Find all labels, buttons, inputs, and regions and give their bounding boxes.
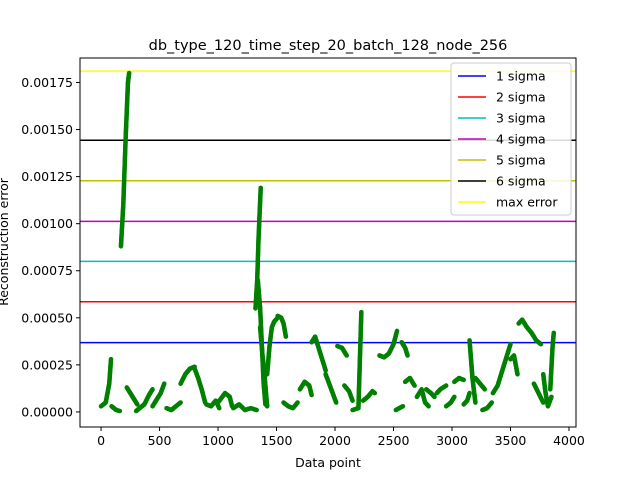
- y-tick-label-0: 0.00000: [21, 404, 73, 419]
- x-tick-label-8: 4000: [553, 433, 585, 448]
- data-point-936: [333, 400, 339, 405]
- data-point-953: [344, 353, 350, 358]
- data-point-810: [283, 334, 289, 339]
- data-point-730: [264, 403, 270, 409]
- data-point-1142: [405, 353, 410, 358]
- y-axis-label: Reconstruction error: [0, 177, 11, 306]
- y-tick-label-6: 0.00150: [21, 122, 73, 137]
- y-tick-label-5: 0.00125: [21, 169, 73, 184]
- data-point-905: [323, 368, 328, 373]
- x-tick-label-5: 2500: [378, 433, 410, 448]
- data-point-1351: [489, 400, 495, 405]
- data-point-395: [216, 405, 222, 411]
- data-point-1431: [515, 371, 520, 377]
- data-point-1585: [551, 330, 557, 336]
- x-axis: 0 500 1000 1500 2000 2500 3000 3500 4000: [97, 427, 585, 448]
- data-point-1406: [508, 341, 513, 347]
- data-point-972: [350, 398, 355, 403]
- data-point-46: [108, 356, 114, 362]
- data-point-227: [135, 402, 140, 407]
- legend: 1 sigma 2 sigma 3 sigma 4 sigma 5 sigma 6 sig…: [450, 62, 572, 216]
- data-point-1496: [540, 400, 546, 405]
- plot-frame: [79, 57, 577, 428]
- x-tick-label-7: 3500: [495, 433, 527, 448]
- data-point-309: [178, 400, 183, 405]
- data-point-1076: [372, 390, 378, 396]
- x-tick-label-0: 0: [97, 433, 105, 448]
- x-axis-label: Data point: [295, 455, 361, 470]
- x-tick-label-4: 2000: [319, 433, 351, 448]
- data-point-1160: [412, 383, 417, 388]
- data-point-202: [126, 70, 132, 76]
- data-point-1336: [482, 387, 488, 392]
- legend-label-4: 5 sigma: [496, 153, 546, 168]
- legend-label-0: 1 sigma: [496, 69, 546, 84]
- data-point-1125: [400, 403, 406, 409]
- data-point-556: [258, 185, 264, 191]
- data-point-1249: [461, 377, 467, 383]
- y-tick-label-3: 0.00075: [21, 263, 73, 278]
- data-point-1114: [394, 328, 400, 334]
- legend-label-6: max error: [496, 195, 558, 210]
- data-point-1056: [359, 309, 364, 315]
- legend-label-1: 2 sigma: [496, 90, 546, 105]
- data-point-288: [161, 381, 167, 387]
- legend-box: [450, 62, 572, 216]
- plot-area: [79, 57, 577, 428]
- data-point-1219: [443, 383, 449, 388]
- y-axis: 0.00000 0.00025 0.00050 0.00075 0.00100 0.001…: [21, 75, 80, 419]
- data-point-1235: [452, 394, 457, 400]
- data-point-1319: [473, 400, 478, 405]
- data-points: [98, 70, 557, 414]
- data-point-1190: [426, 403, 431, 409]
- x-tick-label-3: 1500: [261, 433, 293, 448]
- data-point-832: [295, 400, 300, 405]
- data-point-1536: [549, 394, 554, 400]
- x-tick-label-1: 500: [148, 433, 172, 448]
- x-tick-label-6: 3000: [436, 433, 468, 448]
- data-point-259: [150, 387, 155, 392]
- x-tick-label-2: 1000: [202, 433, 234, 448]
- y-tick-label-4: 0.00100: [21, 216, 73, 231]
- y-tick-label-1: 0.00025: [21, 357, 73, 372]
- legend-label-2: 3 sigma: [496, 111, 546, 126]
- data-point-1473: [538, 341, 544, 347]
- data-point-1204: [432, 394, 437, 400]
- data-point-456: [254, 407, 259, 413]
- legend-label-3: 4 sigma: [496, 132, 546, 147]
- chart-title: db_type_120_time_step_20_batch_128_node_…: [149, 38, 508, 54]
- data-point-59: [117, 408, 123, 414]
- data-point-1264: [467, 390, 472, 396]
- data-point-860: [309, 392, 314, 398]
- y-tick-label-7: 0.00175: [21, 75, 73, 90]
- legend-label-5: 6 sigma: [496, 174, 546, 189]
- y-tick-label-2: 0.00050: [21, 310, 73, 325]
